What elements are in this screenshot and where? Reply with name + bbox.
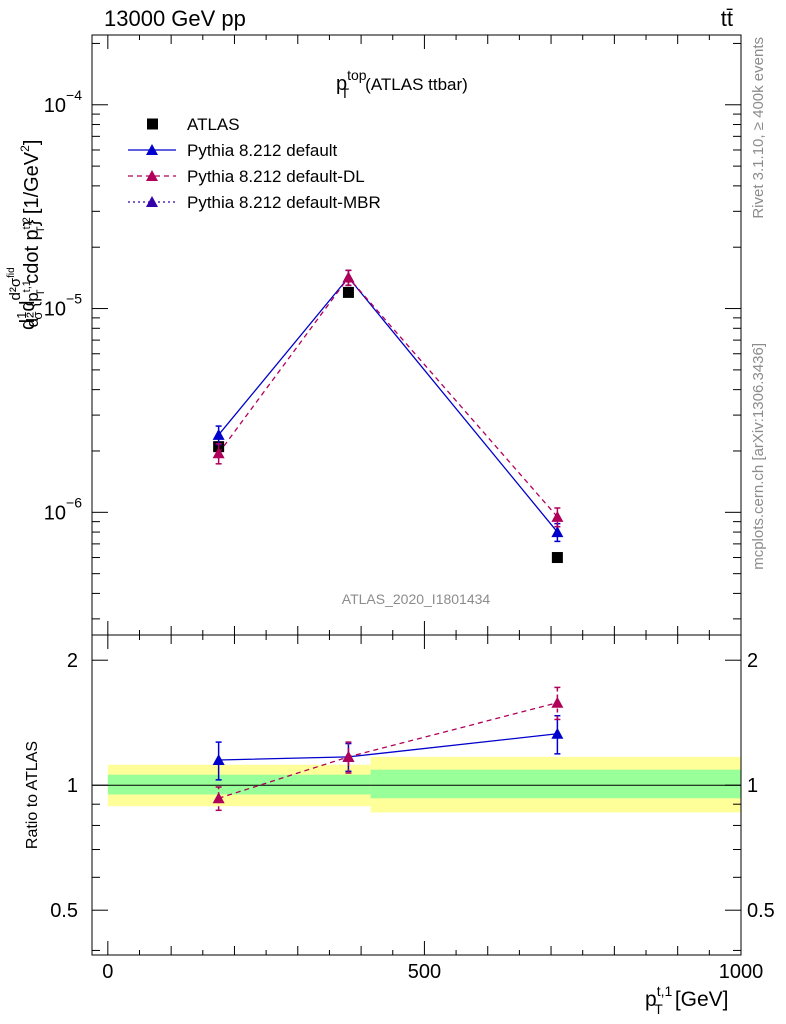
ratio-ytick-label: 2 <box>67 650 78 672</box>
ylabel-part-numer: d²σ <box>7 277 24 300</box>
ylabel-part-denom: d² {p <box>23 292 42 327</box>
ratio-xlabel: pt,1 T [GeV] <box>645 983 729 1017</box>
main-title-sub: T <box>341 85 350 101</box>
ratio-xtick-label: 0 <box>102 961 113 983</box>
header-left: 13000 GeV pp <box>104 6 246 31</box>
ratio-series-group <box>212 686 564 812</box>
ratio-xtick-label: 500 <box>408 961 441 983</box>
legend-marker <box>146 170 158 181</box>
main-title-suffix: (ATLAS ttbar) <box>365 75 468 94</box>
data-point-square <box>551 552 563 564</box>
ratio-band-inner <box>107 774 371 795</box>
ratio-data-point <box>551 727 564 739</box>
ylabel-part-T2: T <box>35 226 47 233</box>
ratio-data-point <box>212 753 225 765</box>
data-point-triangle <box>212 428 225 440</box>
legend-label: ATLAS <box>187 115 240 134</box>
ratio-data-point <box>551 696 564 708</box>
ratio-bands <box>92 756 741 813</box>
ratio-ytick-label: 0.5 <box>50 900 78 922</box>
main-ylabel-text: d1σdd²σfidd² {pt,1T cdot pt,2T} [1/GeV2] <box>6 140 47 330</box>
ylabel-part-fid: fid <box>6 267 17 278</box>
ratio-series-line <box>218 733 558 761</box>
ylabel-part-close: ] <box>21 140 43 146</box>
analysis-watermark: ATLAS_2020_I1801434 <box>342 591 491 607</box>
ratio-ytick-label-right: 2 <box>747 650 758 672</box>
main-title-sup: top <box>347 67 367 83</box>
series-line <box>218 276 558 533</box>
ylabel-part-t2: t,2 <box>21 217 33 229</box>
legend-marker <box>146 196 158 207</box>
header-right: tt̄ <box>721 6 733 31</box>
ratio-ylabel: Ratio to ATLAS <box>24 741 41 849</box>
series-line <box>218 276 558 518</box>
ratio-band-inner <box>370 769 741 799</box>
ylabel-part-d1: d <box>17 319 39 330</box>
data-point-triangle <box>551 510 564 522</box>
ylabel-part-sigma: σ <box>30 312 45 320</box>
mcplots-label: mcplots.cern.ch [arXiv:1306.3436] <box>750 343 767 570</box>
ylabel-part-T1: T <box>35 289 47 296</box>
xlabel-sub: T <box>654 1001 663 1017</box>
xlabel-main: p <box>645 988 657 1011</box>
data-point-triangle <box>551 526 564 538</box>
main-ytick-label: 10−6 <box>44 494 82 524</box>
ratio-axis-ticks: 0.5 0.5 1 1 2 2 0 500 1000 <box>50 635 775 983</box>
main-title-main: p <box>336 73 347 95</box>
xlabel-suffix: [GeV] <box>675 988 729 1011</box>
ylabel-part-unit: } [1/GeV <box>21 151 43 226</box>
ratio-ytick-label: 1 <box>67 775 78 797</box>
main-ytick-label: 10−5 <box>44 291 82 321</box>
main-ylabel: d1σdd²σfidd² {pt,1T cdot pt,2T} [1/GeV2] <box>6 140 47 330</box>
legend-entry: Pythia 8.212 default <box>128 141 338 160</box>
main-panel: 10−6 10−5 10−4 ptop T (ATLAS ttbar) ATLAS Pyt… <box>6 34 742 636</box>
main-ytick-label: 10−4 <box>44 87 82 117</box>
legend-entry: ATLAS <box>147 115 240 134</box>
legend-entry: Pythia 8.212 default-MBR <box>128 193 381 212</box>
ylabel-part-sq: 2 <box>18 145 32 152</box>
main-axis-ticks: 10−6 10−5 10−4 <box>44 35 742 635</box>
ratio-xtick-label: 1000 <box>719 961 764 983</box>
ratio-ytick-label-right: 0.5 <box>747 900 775 922</box>
ratio-panel: 0.5 0.5 1 1 2 2 0 500 1000 Ratio to ATLAS pt,1 T [… <box>24 634 775 1017</box>
legend-marker <box>147 118 158 130</box>
ylabel-part-one: 1 <box>14 312 29 319</box>
legend: ATLAS Pythia 8.212 default Pythia 8.212 de… <box>128 115 381 212</box>
legend-label: Pythia 8.212 default <box>187 141 338 160</box>
xlabel-sup: t,1 <box>657 983 673 999</box>
ratio-ytick-label-right: 1 <box>747 775 758 797</box>
ratio-data-point <box>212 792 225 804</box>
ylabel-part-cdot: cdot p <box>21 229 43 289</box>
main-title: ptop T (ATLAS ttbar) <box>336 67 468 101</box>
ylabel-part-d2: d <box>17 300 39 311</box>
rivet-label: Rivet 3.1.10, ≥ 400k events <box>750 37 767 219</box>
data-point-square <box>342 286 354 298</box>
main-series-group <box>212 269 564 564</box>
legend-entry: Pythia 8.212 default-DL <box>128 167 365 186</box>
ratio-frame <box>91 634 742 956</box>
data-point-triangle <box>212 447 225 459</box>
data-point-triangle <box>342 271 355 283</box>
legend-label: Pythia 8.212 default-MBR <box>187 193 381 212</box>
legend-marker <box>146 144 158 155</box>
ylabel-part-t1: t,1 <box>21 280 33 292</box>
ratio-data-point <box>342 750 355 762</box>
legend-label: Pythia 8.212 default-DL <box>187 167 365 186</box>
